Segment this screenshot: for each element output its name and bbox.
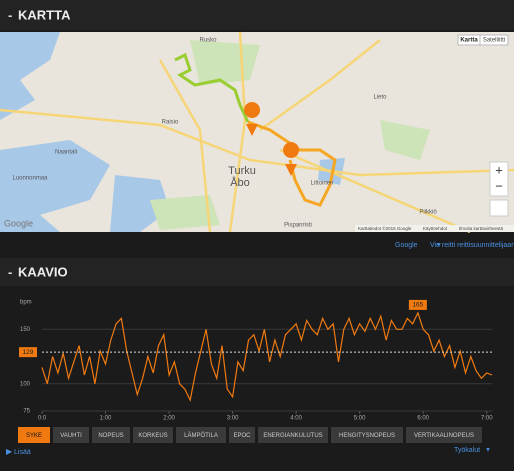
zoom-in[interactable]: + [495, 162, 503, 177]
x-tick-label: 7:00 [481, 416, 493, 422]
x-tick-label: 3:00 [227, 416, 239, 422]
metric-button[interactable] [92, 427, 130, 443]
metric-button[interactable] [53, 427, 89, 443]
metric-button-label[interactable]: VAUHTI [60, 433, 82, 439]
dropdown-icon: ▼ [436, 243, 442, 249]
heart-rate-line [41, 311, 493, 402]
max-badge [408, 299, 427, 310]
metric-button[interactable] [331, 427, 403, 443]
map-water [0, 32, 60, 120]
dropdown-icon: ▼ [485, 448, 491, 454]
metric-button-label[interactable]: LÄMPÖTILA [184, 432, 218, 439]
map-label: Turku [228, 165, 256, 177]
map-label: Åbo [230, 176, 250, 189]
map-label: Lieto [373, 95, 387, 101]
map-water [110, 175, 170, 232]
map-type-label[interactable]: Satelliitti [483, 38, 505, 44]
x-tick-label: 0:0 [38, 416, 47, 422]
map-type-label[interactable]: Kartta [460, 38, 478, 44]
map-pin[interactable] [283, 142, 300, 176]
map-water [0, 140, 110, 232]
metric-button[interactable] [133, 427, 173, 443]
chart-header [0, 258, 514, 286]
map-report[interactable]: Ilmoita karttavirheestä [459, 226, 504, 231]
x-tick-label: 2:00 [163, 416, 175, 422]
fullscreen-button[interactable] [489, 199, 509, 217]
zoom-control[interactable] [489, 161, 509, 197]
more-icon[interactable]: ▶ [6, 447, 13, 456]
x-tick-label: 6:00 [417, 416, 429, 422]
export-link[interactable]: Vie reitti reittisuunnittelijaan [430, 242, 514, 249]
map-label: Rusko [199, 38, 217, 44]
map-label: Luonnonmaa [12, 176, 48, 182]
map-title: KARTTA [18, 7, 71, 22]
provider-link[interactable]: Google [395, 242, 418, 249]
x-tick-label: 1:00 [100, 416, 112, 422]
zoom-out[interactable]: − [495, 178, 503, 193]
metric-button[interactable] [176, 427, 226, 443]
y-tick-label: 100 [20, 381, 31, 387]
route [247, 120, 337, 207]
map-label: Naantali [55, 150, 77, 156]
metric-button[interactable] [406, 427, 482, 443]
map-label: Pispanristi [284, 223, 312, 229]
metric-button-label[interactable]: ENERGIANKULUTUS [263, 433, 322, 439]
tools-link[interactable]: Työkalut [454, 447, 480, 454]
map-terms[interactable]: Käyttöehdot [423, 226, 448, 231]
map-road [0, 31, 514, 234]
metric-button[interactable] [18, 427, 50, 443]
x-tick-label: 4:00 [290, 416, 302, 422]
metric-button-label[interactable]: NOPEUS [98, 433, 123, 439]
more-link[interactable]: Lisää [14, 449, 31, 456]
map-attribution: Karttatiedot ©2015 Google [358, 225, 412, 231]
y-axis-label: bpm [20, 300, 32, 306]
metric-button-label[interactable]: VERTIKAALINOPEUS [414, 433, 474, 439]
map-label: Littoinen [311, 181, 334, 187]
map-logo: Google [4, 218, 33, 228]
max-label: 165 [412, 302, 423, 309]
map-label: Raisio [162, 120, 179, 126]
metric-button-label[interactable]: EPOC [233, 433, 251, 439]
x-tick-label: 5:00 [354, 416, 366, 422]
y-tick-label: 75 [23, 409, 30, 415]
metric-button-label[interactable]: HENGITYSNOPEUS [339, 433, 395, 439]
metric-button[interactable] [258, 427, 328, 443]
map-park [150, 40, 430, 230]
map-header [0, 0, 514, 30]
map-label: Piikkiö [419, 210, 437, 216]
metric-button-label[interactable]: SYKE [26, 433, 42, 439]
map[interactable]: + − [0, 31, 514, 234]
collapse-icon[interactable]: - [8, 7, 12, 22]
metric-button-label[interactable]: KORKEUS [138, 433, 167, 439]
chart-title: KAAVIO [18, 264, 68, 279]
route [174, 52, 250, 123]
map-pin[interactable] [244, 102, 261, 136]
collapse-icon[interactable]: - [8, 264, 12, 279]
average-label: 129 [23, 349, 34, 356]
attribution-bar [355, 225, 514, 232]
average-badge [19, 347, 37, 358]
y-tick-label: 150 [20, 327, 31, 333]
metric-button[interactable] [229, 427, 255, 443]
map-type-button[interactable] [479, 34, 509, 46]
